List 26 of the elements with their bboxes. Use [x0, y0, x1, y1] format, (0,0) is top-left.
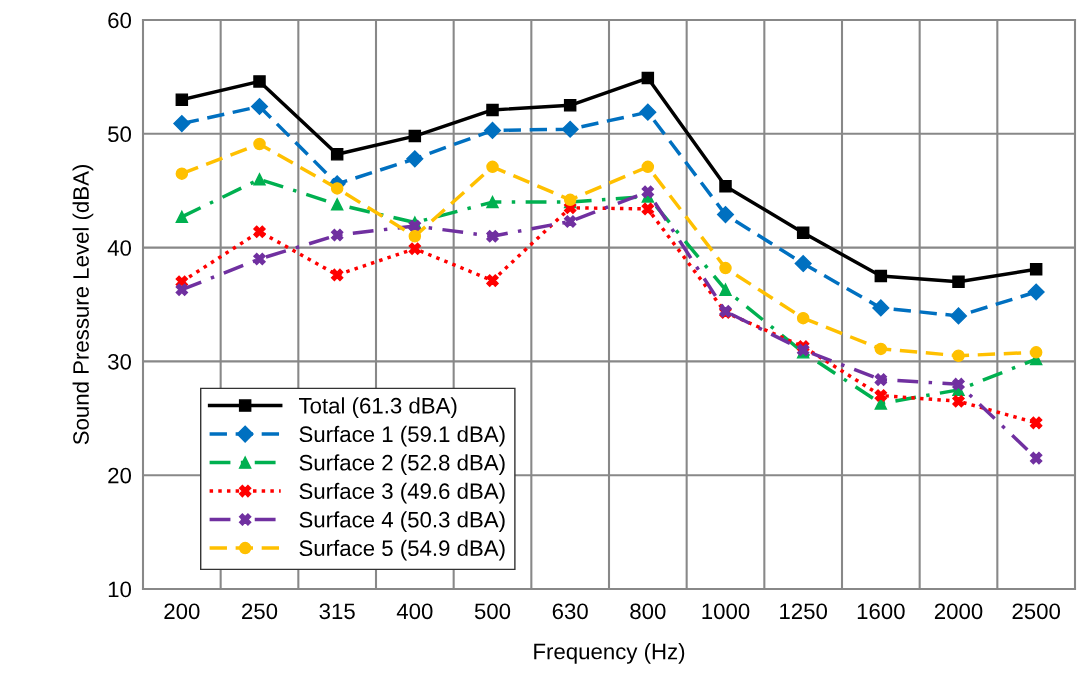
- x-tick-label: 400: [396, 603, 433, 620]
- y-tick-label: 50: [108, 126, 132, 143]
- y-tick-label: 20: [108, 467, 132, 484]
- x-tick-label: 1250: [780, 603, 828, 620]
- x-tick-label: 315: [319, 603, 355, 620]
- x-tick-label: 200: [164, 603, 200, 620]
- x-tick-label: 2000: [934, 603, 983, 620]
- x-tick-label: 1600: [857, 603, 905, 620]
- legend-label: Total (61.3 dBA): [298, 397, 457, 418]
- y-tick-label: 40: [107, 240, 132, 256]
- y-tick-label: 30: [108, 353, 132, 370]
- x-tick-label: 2500: [1012, 603, 1061, 620]
- x-tick-label: 1000: [702, 603, 750, 620]
- y-tick-label: 60: [108, 12, 132, 29]
- x-axis-title: Frequency (Hz): [534, 643, 685, 664]
- x-tick-label: 800: [630, 603, 666, 620]
- legend-label: Surface 4 (50.3 dBA): [299, 511, 505, 532]
- x-tick-label: 500: [474, 603, 511, 620]
- y-axis-title: Sound Pressure Level (dBA): [72, 165, 94, 445]
- legend-label: Surface 5 (54.9 dBA): [299, 539, 505, 561]
- legend-label: Surface 3 (49.6 dBA): [299, 482, 505, 504]
- x-tick-label: 630: [552, 603, 588, 620]
- x-tick-label: 250: [242, 603, 278, 620]
- y-tick-label: 10: [108, 581, 132, 598]
- legend-label: Surface 1 (59.1 dBA): [299, 425, 505, 447]
- legend-label: Surface 2 (52.8 dBA): [299, 454, 505, 475]
